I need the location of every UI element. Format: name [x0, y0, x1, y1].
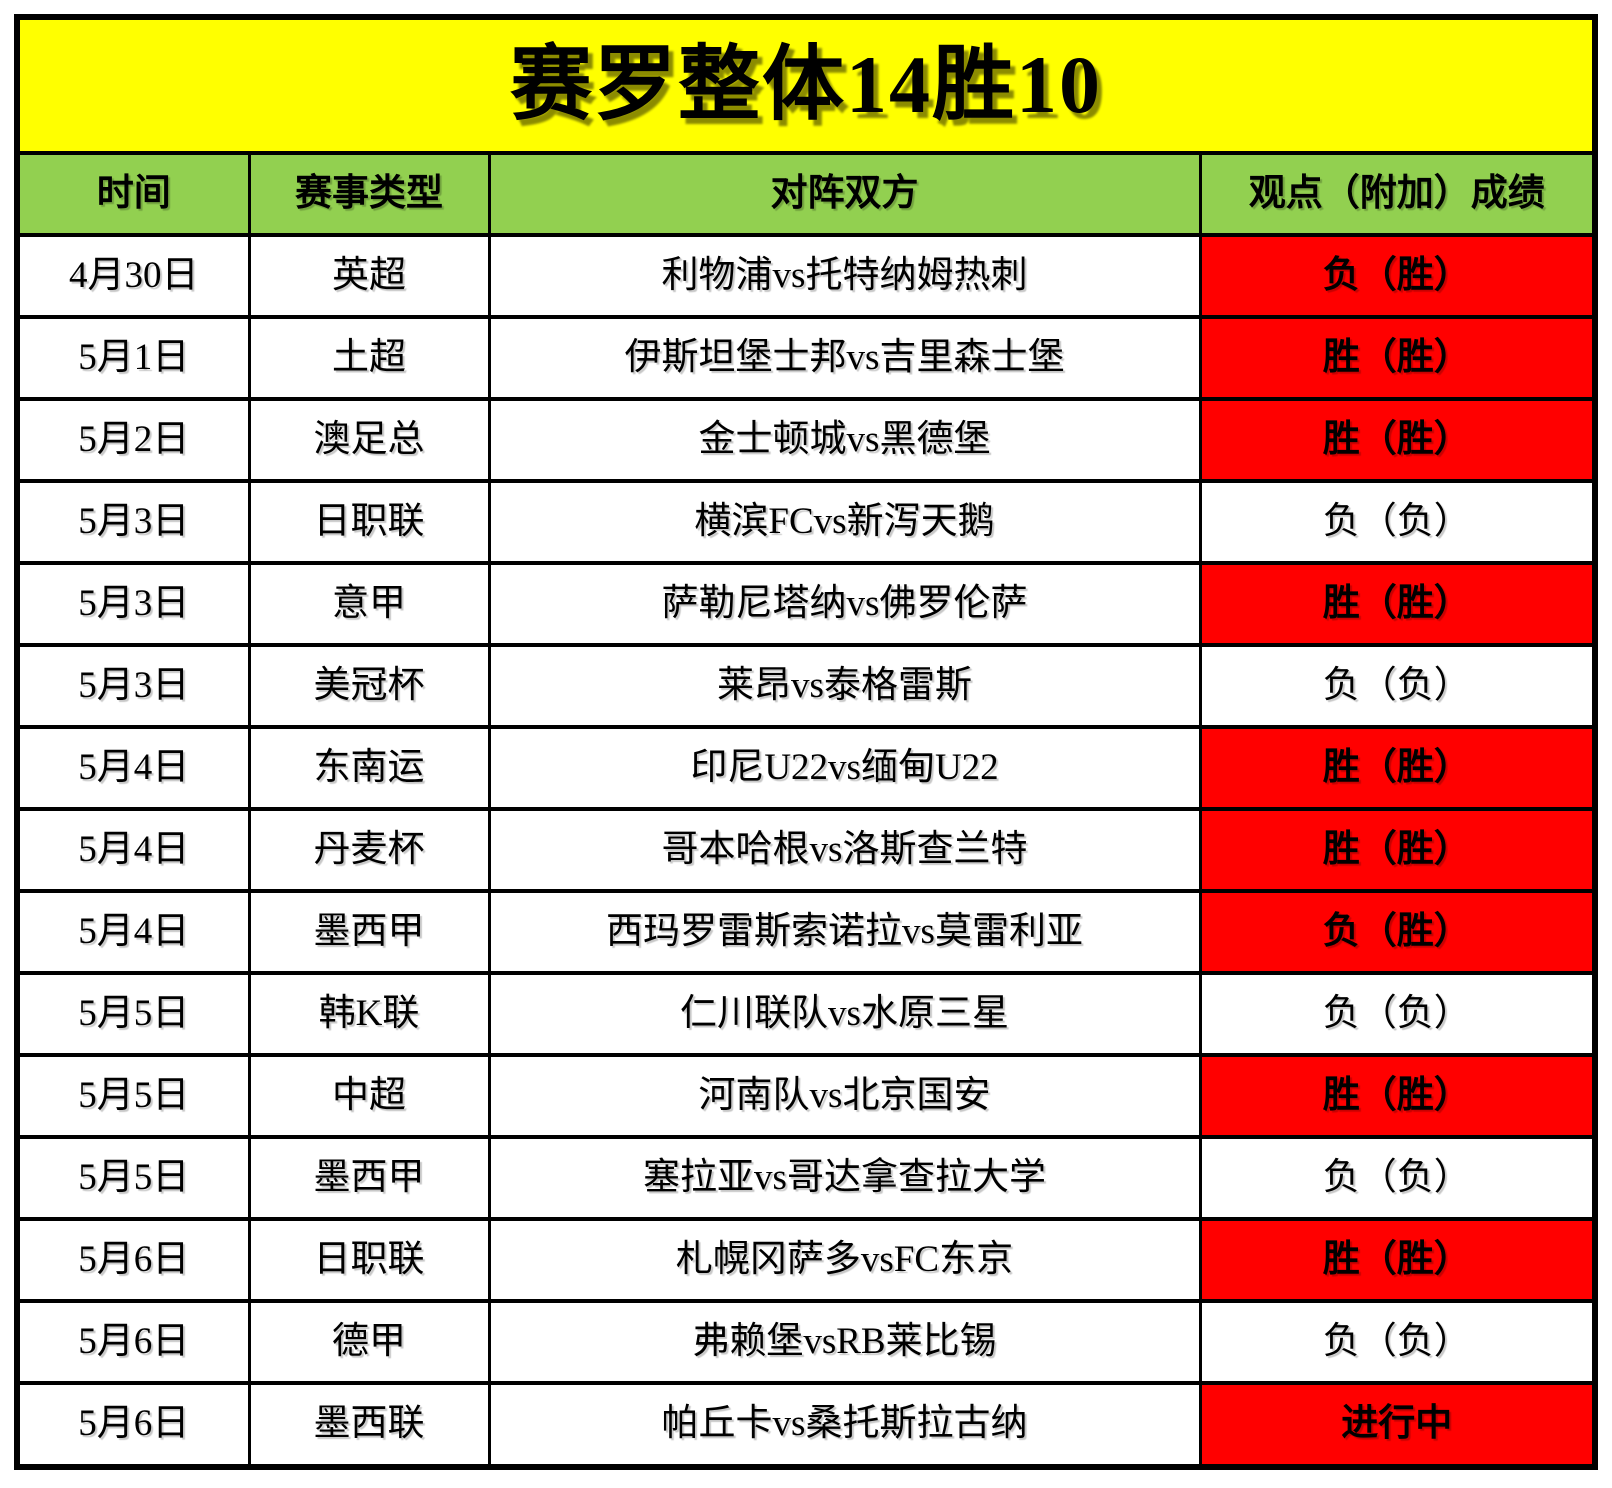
table-row: 5月5日 中超 河南队vs北京国安 胜（胜）	[15, 1053, 1597, 1140]
table-row: 5月3日 意甲 萨勒尼塔纳vs佛罗伦萨 胜（胜）	[15, 561, 1597, 648]
table-row: 5月4日 丹麦杯 哥本哈根vs洛斯查兰特 胜（胜）	[15, 807, 1597, 894]
match-cell: 印尼U22vs缅甸U22	[487, 725, 1202, 812]
league-cell: 东南运	[247, 725, 491, 812]
date-cell: 5月6日	[15, 1217, 251, 1304]
match-cell: 仁川联队vs水原三星	[487, 971, 1202, 1058]
result-cell: 胜（胜）	[1198, 397, 1597, 484]
date-cell: 5月4日	[15, 725, 251, 812]
table-row: 5月5日 墨西甲 塞拉亚vs哥达拿查拉大学 负（负）	[15, 1135, 1597, 1222]
banner-row: 赛罗整体14胜10	[15, 15, 1597, 155]
column-header-league: 赛事类型	[247, 151, 491, 237]
column-header-match: 对阵双方	[487, 151, 1202, 237]
table-row: 5月3日 日职联 横滨FCvs新泻天鹅 负（负）	[15, 479, 1597, 566]
league-cell: 日职联	[247, 479, 491, 566]
result-cell: 胜（胜）	[1198, 725, 1597, 812]
date-cell: 5月6日	[15, 1299, 251, 1386]
date-cell: 4月30日	[15, 232, 251, 320]
date-cell: 5月3日	[15, 479, 251, 566]
result-cell: 进行中	[1198, 1381, 1597, 1469]
match-cell: 金士顿城vs黑德堡	[487, 397, 1202, 484]
league-cell: 德甲	[247, 1299, 491, 1386]
league-cell: 澳足总	[247, 397, 491, 484]
result-cell: 负（负）	[1198, 479, 1597, 566]
date-cell: 5月3日	[15, 561, 251, 648]
date-cell: 5月4日	[15, 889, 251, 976]
league-cell: 墨西甲	[247, 1135, 491, 1222]
result-cell: 胜（胜）	[1198, 315, 1597, 402]
result-cell: 负（胜）	[1198, 889, 1597, 976]
league-cell: 意甲	[247, 561, 491, 648]
match-cell: 帕丘卡vs桑托斯拉古纳	[487, 1381, 1202, 1469]
match-cell: 利物浦vs托特纳姆热刺	[487, 232, 1202, 320]
table-row: 5月6日 墨西联 帕丘卡vs桑托斯拉古纳 进行中	[15, 1381, 1597, 1469]
league-cell: 韩K联	[247, 971, 491, 1058]
table-row: 5月1日 土超 伊斯坦堡士邦vs吉里森士堡 胜（胜）	[15, 315, 1597, 402]
result-cell: 胜（胜）	[1198, 1217, 1597, 1304]
match-cell: 萨勒尼塔纳vs佛罗伦萨	[487, 561, 1202, 648]
league-cell: 土超	[247, 315, 491, 402]
match-cell: 西玛罗雷斯索诺拉vs莫雷利亚	[487, 889, 1202, 976]
date-cell: 5月5日	[15, 1135, 251, 1222]
column-header-time: 时间	[15, 151, 251, 237]
date-cell: 5月2日	[15, 397, 251, 484]
league-cell: 英超	[247, 232, 491, 320]
league-cell: 中超	[247, 1053, 491, 1140]
league-cell: 美冠杯	[247, 643, 491, 730]
table-row: 5月5日 韩K联 仁川联队vs水原三星 负（负）	[15, 971, 1597, 1058]
date-cell: 5月5日	[15, 1053, 251, 1140]
match-cell: 塞拉亚vs哥达拿查拉大学	[487, 1135, 1202, 1222]
table-row: 5月2日 澳足总 金士顿城vs黑德堡 胜（胜）	[15, 397, 1597, 484]
league-cell: 丹麦杯	[247, 807, 491, 894]
match-cell: 弗赖堡vsRB莱比锡	[487, 1299, 1202, 1386]
match-cell: 哥本哈根vs洛斯查兰特	[487, 807, 1202, 894]
match-cell: 莱昂vs泰格雷斯	[487, 643, 1202, 730]
date-cell: 5月6日	[15, 1381, 251, 1469]
result-cell: 胜（胜）	[1198, 561, 1597, 648]
table-row: 5月6日 德甲 弗赖堡vsRB莱比锡 负（负）	[15, 1299, 1597, 1386]
date-cell: 5月3日	[15, 643, 251, 730]
table-row: 5月6日 日职联 札幌冈萨多vsFC东京 胜（胜）	[15, 1217, 1597, 1304]
match-cell: 横滨FCvs新泻天鹅	[487, 479, 1202, 566]
league-cell: 日职联	[247, 1217, 491, 1304]
table-row: 5月4日 东南运 印尼U22vs缅甸U22 胜（胜）	[15, 725, 1597, 812]
table-row: 4月30日 英超 利物浦vs托特纳姆热刺 负（胜）	[15, 232, 1597, 320]
column-header-result: 观点（附加）成绩	[1198, 151, 1597, 237]
match-cell: 伊斯坦堡士邦vs吉里森士堡	[487, 315, 1202, 402]
match-cell: 河南队vs北京国安	[487, 1053, 1202, 1140]
date-cell: 5月4日	[15, 807, 251, 894]
table-row: 5月3日 美冠杯 莱昂vs泰格雷斯 负（负）	[15, 643, 1597, 730]
result-cell: 负（负）	[1198, 1299, 1597, 1386]
result-cell: 负（负）	[1198, 971, 1597, 1058]
match-cell: 札幌冈萨多vsFC东京	[487, 1217, 1202, 1304]
league-cell: 墨西联	[247, 1381, 491, 1469]
date-cell: 5月1日	[15, 315, 251, 402]
result-cell: 负（负）	[1198, 643, 1597, 730]
table-row: 5月4日 墨西甲 西玛罗雷斯索诺拉vs莫雷利亚 负（胜）	[15, 889, 1597, 976]
result-cell: 负（胜）	[1198, 232, 1597, 320]
result-cell: 负（负）	[1198, 1135, 1597, 1222]
result-cell: 胜（胜）	[1198, 1053, 1597, 1140]
table-header-row: 时间 赛事类型 对阵双方 观点（附加）成绩	[15, 151, 1597, 237]
page-title: 赛罗整体14胜10	[15, 15, 1597, 155]
predictions-table: 赛罗整体14胜10 时间 赛事类型 对阵双方 观点（附加）成绩 4月30日 英超…	[14, 14, 1598, 1470]
result-cell: 胜（胜）	[1198, 807, 1597, 894]
date-cell: 5月5日	[15, 971, 251, 1058]
league-cell: 墨西甲	[247, 889, 491, 976]
